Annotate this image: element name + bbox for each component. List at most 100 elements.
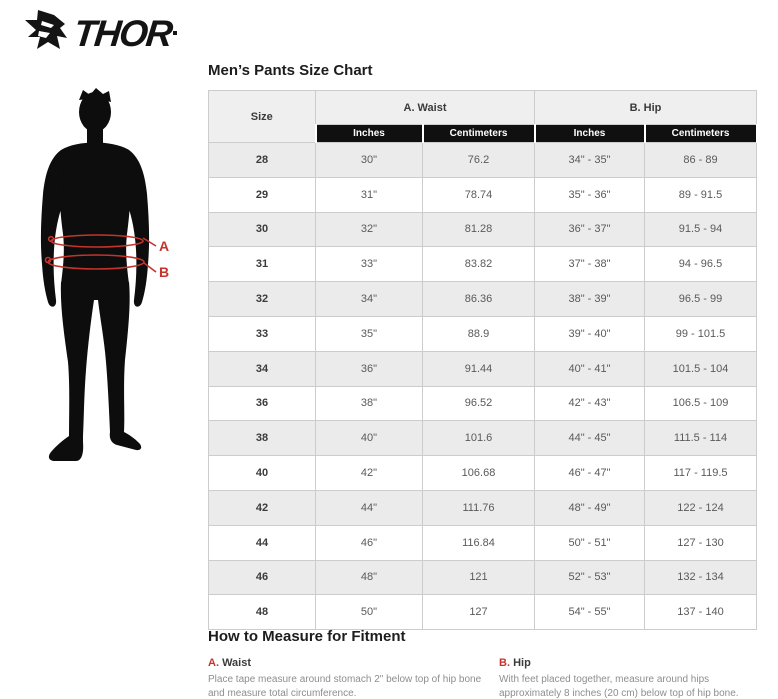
column-header-waist-inches: Inches [314,124,424,143]
table-row: 33 35" 88.9 39" - 40" 99 - 101.5 [208,315,757,352]
cell-size: 33 [208,315,316,352]
cell-waist-inches: 46" [315,524,423,561]
cell-hip-inches: 36" - 37" [534,211,645,248]
measure-hip-name: Hip [513,657,531,669]
column-header-size: Size [208,90,316,143]
cell-hip-centimeters: 101.5 - 104 [644,350,757,387]
hip-label-b: B [159,264,169,280]
table-row: 30 32" 81.28 36" - 37" 91.5 - 94 [208,211,757,248]
hip-leader-line [143,262,157,273]
cell-size: 44 [208,524,316,561]
cell-waist-inches: 44" [315,489,423,526]
page-title: Men’s Pants Size Chart [208,62,373,79]
table-row: 36 38" 96.52 42" - 43" 106.5 - 109 [208,385,757,422]
cell-hip-centimeters: 99 - 101.5 [644,315,757,352]
column-header-hip-inches: Inches [533,124,646,143]
cell-hip-centimeters: 96.5 - 99 [644,281,757,317]
cell-waist-inches: 50" [315,594,423,631]
table-row: 28 30" 76.2 34" - 35" 86 - 89 [208,142,757,178]
cell-waist-centimeters: 96.52 [422,385,535,422]
thor-mascot-icon [25,10,67,49]
measure-hip-heading: B. Hip [499,656,761,671]
table-row: 34 36" 91.44 40" - 41" 101.5 - 104 [208,350,757,387]
size-table-body: 28 30" 76.2 34" - 35" 86 - 89 29 31" 78.74 35" -… [208,142,757,631]
table-row: 38 40" 101.6 44" - 45" 111.5 - 114 [208,420,757,457]
column-header-hip-group: B. Hip [534,90,757,125]
cell-hip-centimeters: 137 - 140 [644,594,757,631]
cell-waist-inches: 38" [315,385,423,422]
brand-wordmark: THOR [71,12,173,54]
table-row: 48 50" 127 54" - 55" 137 - 140 [208,594,757,631]
cell-hip-centimeters: 94 - 96.5 [644,246,757,283]
cell-waist-inches: 35" [315,315,423,352]
cell-hip-inches: 40" - 41" [534,350,645,387]
cell-waist-centimeters: 101.6 [422,420,535,457]
cell-size: 42 [208,489,316,526]
table-header-row-units: Inches Centimeters Inches Centimeters [209,124,758,143]
measure-hip-prefix: B. [499,657,510,669]
cell-hip-centimeters: 106.5 - 109 [644,385,757,422]
cell-size: 29 [208,176,316,213]
table-row: 31 33" 83.82 37" - 38" 94 - 96.5 [208,246,757,283]
cell-waist-inches: 36" [315,350,423,387]
column-header-waist-centimeters: Centimeters [421,124,536,143]
cell-waist-centimeters: 88.9 [422,315,535,352]
cell-hip-inches: 46" - 47" [534,455,645,491]
cell-hip-inches: 54" - 55" [534,594,645,631]
column-header-hip-centimeters: Centimeters [643,124,758,143]
measure-waist-heading: A. Waist [208,656,488,671]
cell-waist-inches: 42" [315,455,423,491]
cell-size: 48 [208,594,316,631]
cell-size: 30 [208,211,316,248]
cell-waist-centimeters: 78.74 [422,176,535,213]
cell-waist-inches: 48" [315,559,423,596]
cell-hip-inches: 44" - 45" [534,420,645,457]
waist-label-a: A [159,238,169,254]
table-row: 40 42" 106.68 46" - 47" 117 - 119.5 [208,455,757,491]
cell-hip-inches: 42" - 43" [534,385,645,422]
cell-hip-inches: 48" - 49" [534,489,645,526]
cell-hip-inches: 50" - 51" [534,524,645,561]
cell-hip-centimeters: 89 - 91.5 [644,176,757,213]
measure-waist-name: Waist [222,657,251,669]
cell-waist-inches: 31" [315,176,423,213]
table-row: 42 44" 111.76 48" - 49" 122 - 124 [208,489,757,526]
cell-size: 38 [208,420,316,457]
cell-waist-centimeters: 121 [422,559,535,596]
cell-waist-centimeters: 106.68 [422,455,535,491]
table-row: 44 46" 116.84 50" - 51" 127 - 130 [208,524,757,561]
waist-leader-line [142,237,157,247]
cell-size: 32 [208,281,316,317]
cell-hip-centimeters: 132 - 134 [644,559,757,596]
cell-hip-inches: 52" - 53" [534,559,645,596]
cell-waist-inches: 33" [315,246,423,283]
measure-waist-prefix: A. [208,657,219,669]
cell-size: 46 [208,559,316,596]
cell-size: 40 [208,455,316,491]
measure-instructions-hip: B. Hip With feet placed together, measur… [499,656,761,699]
cell-waist-inches: 40" [315,420,423,457]
measure-hip-text: With feet placed together, measure aroun… [499,674,739,699]
brand-dot [172,31,177,35]
cell-waist-centimeters: 83.82 [422,246,535,283]
measure-instructions-waist: A. Waist Place tape measure around stoma… [208,656,488,699]
cell-size: 31 [208,246,316,283]
cell-waist-inches: 34" [315,281,423,317]
table-row: 32 34" 86.36 38" - 39" 96.5 - 99 [208,281,757,317]
body-measurement-figure: A B [40,88,169,461]
table-row: 46 48" 121 52" - 53" 132 - 134 [208,559,757,596]
cell-waist-centimeters: 91.44 [422,350,535,387]
cell-hip-centimeters: 122 - 124 [644,489,757,526]
cell-hip-inches: 34" - 35" [534,142,645,178]
table-row: 29 31" 78.74 35" - 36" 89 - 91.5 [208,176,757,213]
cell-waist-centimeters: 81.28 [422,211,535,248]
size-chart-table: Size A. Waist B. Hip Inches Centimeters … [208,90,758,631]
measure-waist-text: Place tape measure around stomach 2" bel… [208,674,482,699]
cell-waist-inches: 32" [315,211,423,248]
cell-hip-inches: 38" - 39" [534,281,645,317]
cell-hip-centimeters: 117 - 119.5 [644,455,757,491]
cell-size: 28 [208,142,316,178]
cell-waist-centimeters: 76.2 [422,142,535,178]
cell-hip-centimeters: 127 - 130 [644,524,757,561]
